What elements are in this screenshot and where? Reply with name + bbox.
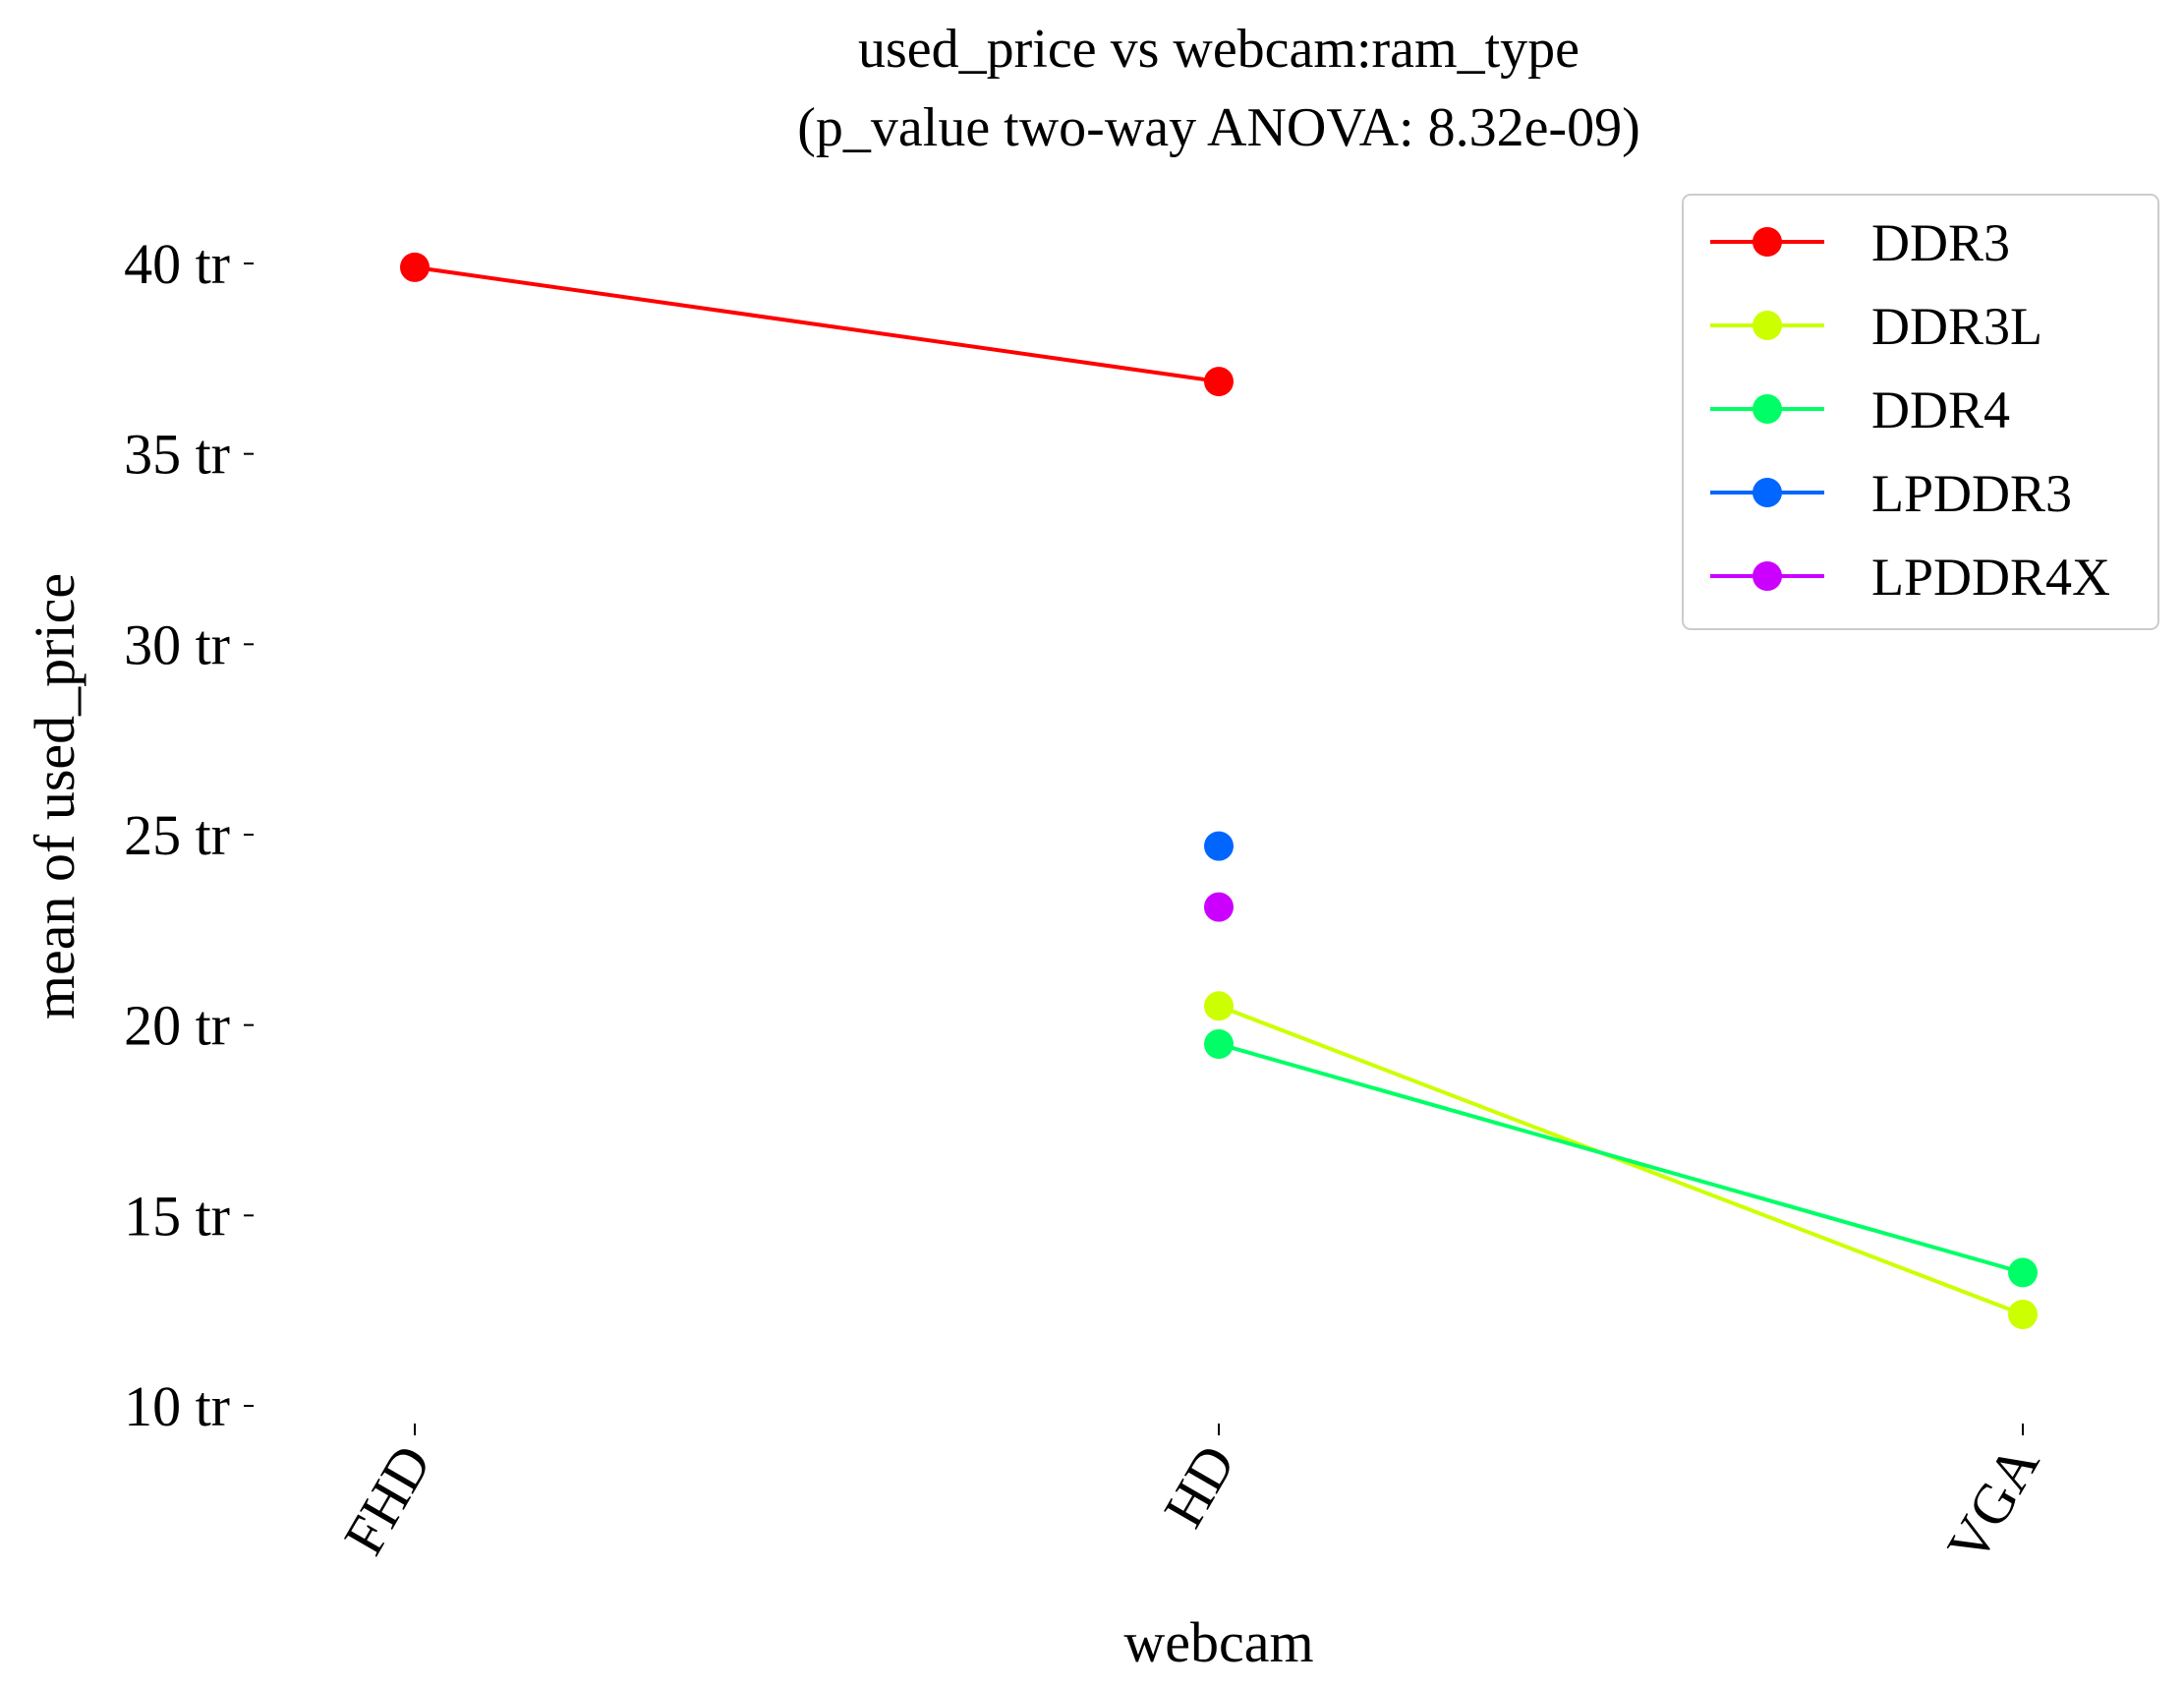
series-ddr4 bbox=[1204, 1029, 2038, 1288]
legend-item: LPDDR3 bbox=[1710, 464, 2072, 523]
legend-label: LPDDR4X bbox=[1871, 548, 2110, 607]
legend-marker bbox=[1753, 394, 1782, 424]
legend-marker bbox=[1753, 227, 1782, 257]
y-axis: 10 tr 15 tr 20 tr 25 tr 30 tr 35 tr 40 tr bbox=[124, 232, 254, 1438]
y-tick-label: 10 tr bbox=[124, 1374, 230, 1438]
y-axis-label: mean of used_price bbox=[23, 573, 86, 1019]
data-point bbox=[400, 252, 430, 282]
legend-marker bbox=[1753, 561, 1782, 591]
legend-label: DDR4 bbox=[1871, 380, 2010, 439]
legend-item: LPDDR4X bbox=[1710, 548, 2110, 607]
series-line bbox=[1218, 1042, 2024, 1275]
legend-label: DDR3L bbox=[1871, 297, 2042, 356]
legend-label: DDR3 bbox=[1871, 213, 2010, 272]
legend-marker bbox=[1753, 478, 1782, 507]
chart-title: used_price vs webcam:ram_type bbox=[858, 19, 1580, 80]
x-axis-label: webcam bbox=[1123, 1610, 1313, 1674]
data-point bbox=[1204, 991, 1234, 1021]
series-layer bbox=[400, 252, 2038, 1330]
legend-frame bbox=[1682, 194, 2159, 630]
y-tick-label: 15 tr bbox=[124, 1184, 230, 1248]
legend-marker bbox=[1753, 311, 1782, 340]
legend-label: LPDDR3 bbox=[1871, 464, 2072, 523]
y-tick-label: 25 tr bbox=[124, 803, 230, 867]
data-point bbox=[2008, 1257, 2038, 1288]
series-ddr3 bbox=[400, 252, 1234, 397]
series-lpddr3 bbox=[1204, 831, 1234, 861]
y-tick-label: 35 tr bbox=[124, 423, 230, 487]
y-tick-label: 40 tr bbox=[124, 232, 230, 296]
legend: DDR3 DDR3L DDR4 LPDDR3 LPDDR4X bbox=[1682, 194, 2159, 630]
data-point bbox=[1204, 892, 1234, 922]
data-point bbox=[1204, 367, 1234, 397]
legend-item: DDR3L bbox=[1710, 297, 2042, 356]
x-tick-label: VGA bbox=[1934, 1434, 2051, 1573]
series-line bbox=[414, 264, 1220, 384]
series-lpddr4x bbox=[1204, 892, 1234, 922]
data-point bbox=[1204, 1029, 1234, 1060]
chart-subtitle: (p_value two-way ANOVA: 8.32e-09) bbox=[797, 97, 1639, 158]
legend-item: DDR3 bbox=[1710, 213, 2010, 272]
x-axis: FHD HD VGA bbox=[331, 1424, 2051, 1573]
y-tick-label: 30 tr bbox=[124, 612, 230, 676]
x-tick-label: HD bbox=[1151, 1434, 1247, 1538]
data-point bbox=[1204, 831, 1234, 861]
y-tick-label: 20 tr bbox=[124, 994, 230, 1058]
legend-item: DDR4 bbox=[1710, 380, 2010, 439]
x-tick-label: FHD bbox=[331, 1434, 443, 1565]
data-point bbox=[2008, 1300, 2038, 1330]
